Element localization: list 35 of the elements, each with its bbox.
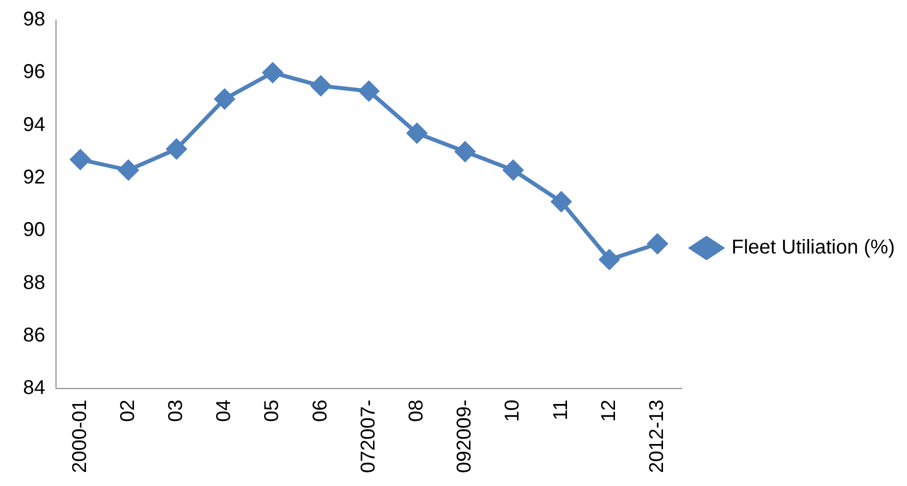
y-tick-label: 92 [22,166,46,188]
x-tick-label: 10 [502,400,524,422]
y-tick-label: 96 [22,61,46,84]
x-tick-label: 05 [261,400,284,422]
point [70,150,90,170]
point [166,139,186,160]
x-tick-label: 04 [213,400,236,422]
y-tick-label: 84 [22,377,46,400]
x-tick-label: 2012-13 [646,400,668,474]
point [310,76,331,96]
point [503,160,524,180]
x-tick-label: 072007- [357,400,380,474]
y-tick-label: 98 [22,8,46,31]
x-tick-label: 06 [309,400,332,422]
point [214,88,235,109]
y-tick-label: 88 [22,272,46,294]
x-tick-label: 11 [550,400,572,420]
point [262,62,283,83]
legend-label: Fleet Utiliation (%) [732,236,895,259]
point [118,160,138,180]
x-tick-label: 08 [405,400,428,422]
point [551,192,572,212]
point [406,123,427,144]
point [358,81,379,102]
y-tick-label: 90 [22,219,46,242]
x-tick-label: 02 [116,400,139,422]
y-tick-label: 86 [22,324,46,346]
point [647,234,668,254]
x-tick-label: 092009- [454,400,476,474]
y-tick-label: 94 [22,114,46,136]
point [455,142,476,162]
point [599,250,620,270]
x-tick-label: 03 [165,400,188,422]
x-tick-label: 12 [598,400,620,422]
x-tick-label: 2000-01 [68,400,91,474]
